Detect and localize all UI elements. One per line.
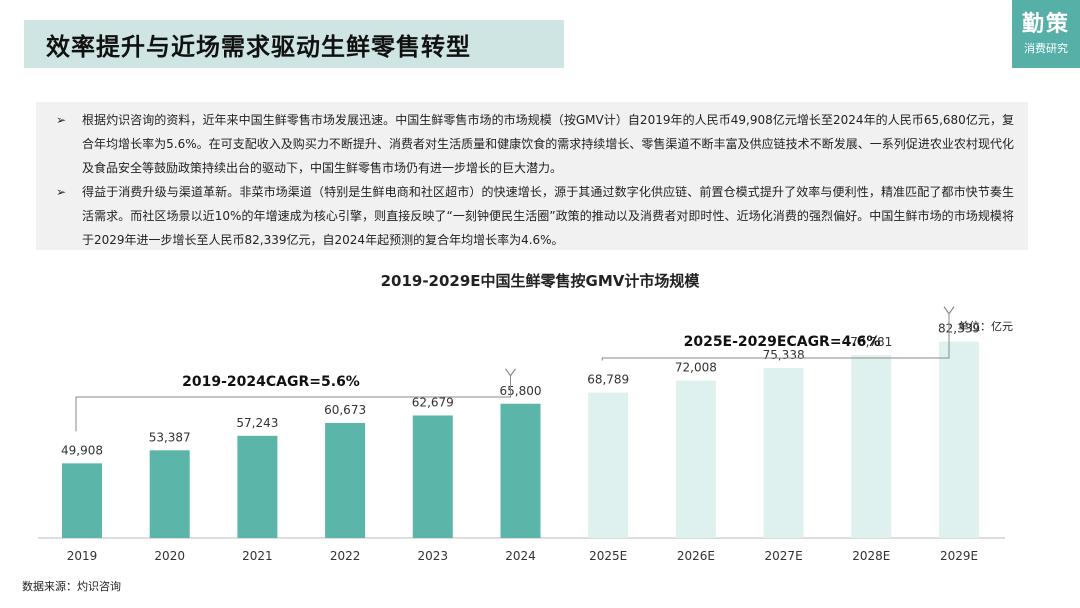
unit-label: 单位：亿元: [958, 320, 1013, 333]
x-tick-label: 2020: [154, 549, 185, 563]
bar: [675, 380, 716, 538]
bar-value-label: 78,781: [850, 335, 892, 349]
bar: [763, 367, 804, 538]
x-tick-label: 2025E: [589, 549, 627, 563]
bullet-text: 根据灼识咨询的资料，近年来中国生鲜零售市场发展迅速。中国生鲜零售市场的市场规模（…: [82, 113, 1014, 175]
bar-value-label: 57,243: [236, 416, 278, 430]
bar: [500, 403, 541, 538]
bar-value-label: 60,673: [324, 403, 366, 417]
x-tick-label: 2026E: [677, 549, 715, 563]
x-tick-label: 2027E: [765, 549, 803, 563]
bar-value-label: 62,679: [412, 395, 454, 409]
bar-value-label: 75,338: [763, 348, 805, 362]
x-tick-label: 2024: [505, 549, 536, 563]
page-title: 效率提升与近场需求驱动生鲜零售转型: [46, 32, 471, 61]
cagr-arrow-icon: [505, 368, 516, 377]
bar-value-label: 68,789: [587, 373, 629, 387]
bullet-text: 得益于消费升级与渠道革新。非菜市场渠道（特别是生鲜电商和社区超市）的快速增长，源…: [82, 185, 1014, 247]
chart-title: 2019-2029E中国生鲜零售按GMV计市场规模: [380, 272, 700, 290]
bar-value-label: 49,908: [61, 443, 103, 457]
bar-value-label: 82,339: [938, 322, 980, 336]
bullet-arrow-icon: ➢: [56, 185, 67, 199]
bullet-item: ➢ 根据灼识咨询的资料，近年来中国生鲜零售市场发展迅速。中国生鲜零售市场的市场规…: [56, 108, 1014, 180]
cagr-bracket: [601, 313, 950, 361]
brand-sub: 消费研究: [1024, 42, 1068, 55]
x-tick-label: 2029E: [940, 549, 978, 563]
bar-value-label: 53,387: [149, 430, 191, 444]
cagr-label: 2019-2024CAGR=5.6%: [182, 374, 360, 390]
x-tick-label: 2023: [418, 549, 449, 563]
x-tick-label: 2028E: [852, 549, 890, 563]
bar: [412, 415, 453, 538]
cagr-bracket: [75, 375, 511, 432]
bullet-arrow-icon: ➢: [56, 113, 67, 127]
summary-box: ➢ 根据灼识咨询的资料，近年来中国生鲜零售市场发展迅速。中国生鲜零售市场的市场规…: [36, 102, 1028, 250]
bar: [851, 355, 892, 538]
bar: [939, 341, 979, 538]
bar: [237, 435, 278, 538]
brand-main: 勤策: [1021, 12, 1070, 37]
bar-value-label: 65,800: [500, 384, 542, 398]
x-tick-label: 2022: [330, 549, 361, 563]
bar-value-label: 72,008: [675, 360, 717, 374]
x-tick-label: 2019: [67, 549, 98, 563]
cagr-label: 2025E-2029ECAGR=4.6%: [684, 334, 881, 350]
brand-logo: 勤策 消费研究: [1012, 0, 1080, 68]
x-tick-label: 2021: [242, 549, 273, 563]
bar: [588, 392, 629, 538]
source-note: 数据来源：灼识咨询: [22, 580, 121, 593]
bar: [149, 450, 190, 538]
bullet-item: ➢ 得益于消费升级与渠道革新。非菜市场渠道（特别是生鲜电商和社区超市）的快速增长…: [56, 180, 1014, 252]
title-bar: 效率提升与近场需求驱动生鲜零售转型: [24, 20, 564, 68]
bar: [325, 422, 366, 538]
bar: [62, 463, 102, 538]
cagr-arrow-icon: [943, 306, 955, 315]
